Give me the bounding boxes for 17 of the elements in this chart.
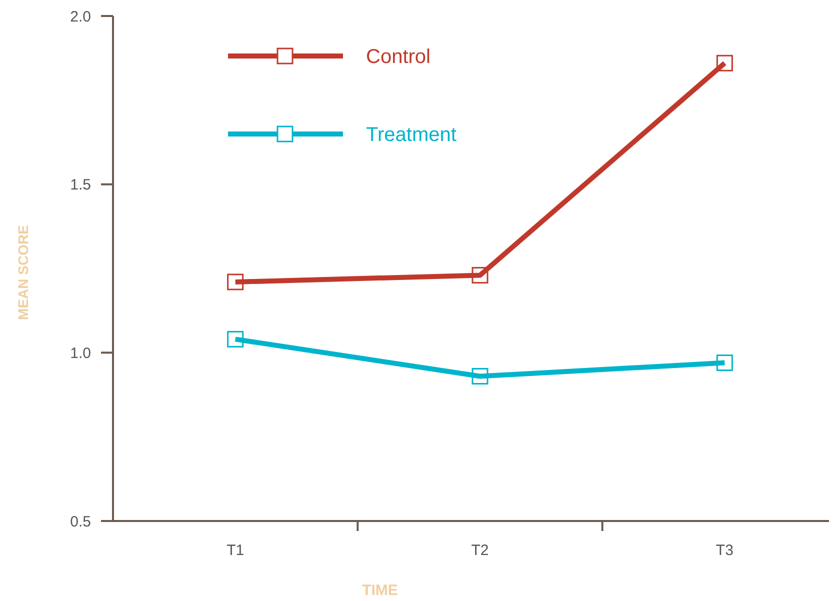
x-axis-title: TIME <box>362 582 398 599</box>
point <box>227 274 244 290</box>
legend-label: Control <box>366 46 430 68</box>
point <box>716 54 733 72</box>
x-tick-label: T3 <box>716 542 734 559</box>
y-tick-label: 0.5 <box>70 513 91 530</box>
legend-label: Treatment <box>366 124 457 146</box>
y-axis-title: MEAN SCORE <box>15 225 31 320</box>
point <box>716 354 733 372</box>
point <box>227 330 244 348</box>
x-tick-label: T1 <box>226 542 244 559</box>
point <box>472 266 488 284</box>
x-tick-label: T2 <box>471 542 489 559</box>
y-tick-label: 1.0 <box>70 344 91 362</box>
y-tick-label: 2.0 <box>70 8 91 26</box>
y-tick-label: 1.5 <box>70 176 91 194</box>
point <box>472 368 488 384</box>
